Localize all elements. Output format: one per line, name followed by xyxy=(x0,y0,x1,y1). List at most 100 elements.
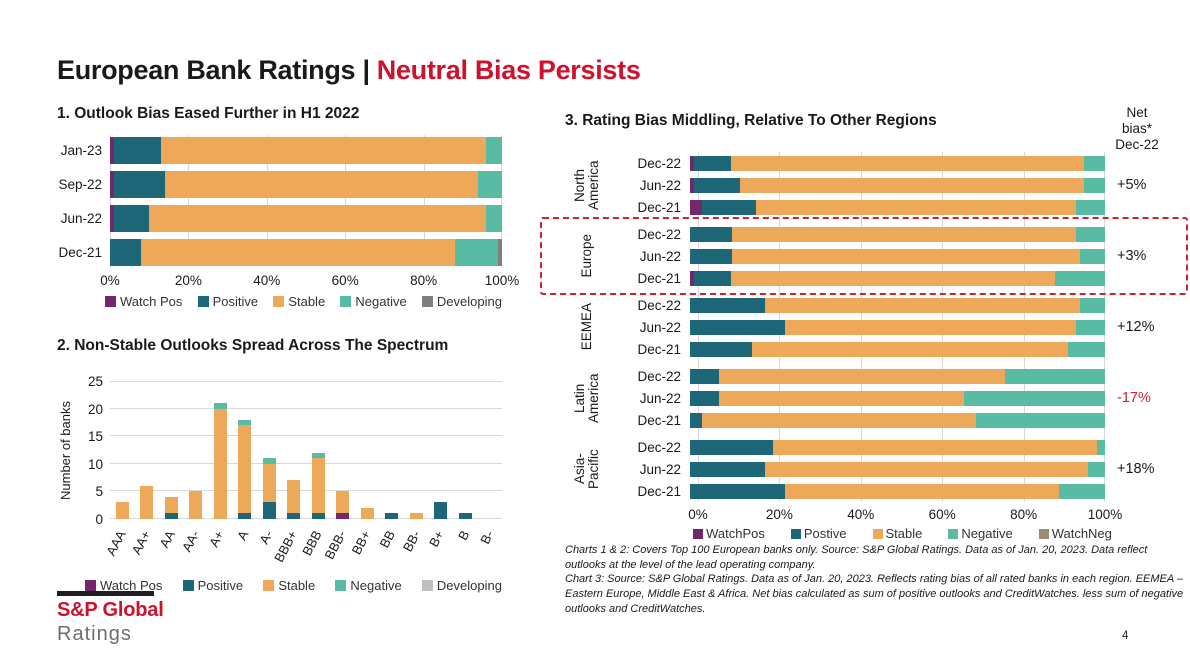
chart2-y-axis-label: Number of banks xyxy=(57,400,73,500)
bar-segment xyxy=(690,177,695,193)
bar-segment xyxy=(756,199,1076,215)
gridline xyxy=(110,407,502,409)
bar-segment xyxy=(262,502,276,519)
bar-column xyxy=(233,419,258,519)
bar-segment xyxy=(336,491,350,514)
legend-swatch xyxy=(790,528,801,539)
bar-column xyxy=(184,491,209,519)
bar-segment xyxy=(690,226,732,242)
bar-track xyxy=(690,297,1105,313)
bar-segment xyxy=(164,513,178,519)
category-label: AA xyxy=(156,527,178,551)
gridline xyxy=(110,135,111,264)
bar-column xyxy=(429,502,454,519)
category-cell: A+ xyxy=(206,522,233,576)
bar-segment xyxy=(1080,297,1105,313)
bar-row-label: Jan-23 xyxy=(60,143,102,158)
bar-segment xyxy=(690,412,703,428)
bar-segment xyxy=(141,239,455,266)
legend-item: WatchNeg xyxy=(1038,526,1112,541)
bar-segment xyxy=(1075,226,1105,242)
bar-column xyxy=(282,480,307,519)
chart3-x-axis: 0% 20% 40% 60% 80% 100% xyxy=(688,507,1122,525)
bar-segment xyxy=(690,341,753,357)
bar-column xyxy=(208,403,233,519)
bar-row-label: Dec-21 xyxy=(637,199,681,215)
bar-segment xyxy=(1084,155,1105,171)
bar-track xyxy=(690,461,1105,477)
legend-swatch xyxy=(340,296,352,307)
bar-segment xyxy=(385,513,399,519)
bar-row-label: Dec-22 xyxy=(637,368,681,384)
region-label-cell: Asia-Pacific xyxy=(565,436,610,502)
chart1-gridlines xyxy=(110,135,502,264)
bar-track xyxy=(690,483,1105,499)
bar-stack xyxy=(434,502,448,519)
bar-row: Dec-22 xyxy=(610,436,1105,458)
bar-segment xyxy=(694,155,732,171)
logo-division: Ratings xyxy=(57,623,132,645)
category-label: A xyxy=(234,527,252,543)
bar-track xyxy=(690,390,1105,406)
region-group: Europe Dec-22 Jun-22 Dec-21 +3% xyxy=(565,223,1190,289)
category-cell: B- xyxy=(477,522,503,576)
bar-row: Dec-22 xyxy=(610,365,1105,387)
bar-column xyxy=(257,458,282,519)
bar-segment xyxy=(238,513,252,519)
category-cell: B+ xyxy=(426,522,454,576)
bar-segment xyxy=(694,270,732,286)
bar-segment xyxy=(238,425,252,514)
bar-row-label: Jun-22 xyxy=(639,177,681,193)
bar-segment xyxy=(336,513,350,519)
bar-row: Dec-22 xyxy=(610,152,1105,174)
bar-segment xyxy=(731,248,1081,264)
bar-segment xyxy=(110,205,114,232)
category-label: B+ xyxy=(426,527,448,550)
chart2-plot: Number of banks 0 5 10 15 20 25 xyxy=(57,374,502,527)
bar-segment xyxy=(1088,461,1105,477)
legend-item: Positive xyxy=(182,578,243,593)
category-label: B- xyxy=(477,527,497,547)
bar-stack xyxy=(189,491,203,519)
axis-tick: 20% xyxy=(765,507,793,522)
legend-item: Negative xyxy=(948,526,1013,541)
legend-item: Stable xyxy=(872,526,922,541)
axis-tick: 0 xyxy=(95,512,103,527)
bar-row: Jun-22 xyxy=(610,458,1105,480)
bar-row: Dec-21 xyxy=(57,239,502,266)
region-rows: Dec-22 Jun-22 Dec-21 xyxy=(610,294,1105,360)
bar-segment xyxy=(189,491,203,519)
bar-row-label: Dec-22 xyxy=(637,439,681,455)
bar-segment xyxy=(454,239,499,266)
bar-segment xyxy=(963,390,1105,406)
net-bias-value: -17% xyxy=(1117,390,1151,406)
legend-label: Stable xyxy=(278,578,316,593)
bar-row-label: Dec-21 xyxy=(58,245,102,260)
bar-row: Jun-22 xyxy=(57,205,502,232)
bar-stack xyxy=(458,513,472,519)
legend-swatch xyxy=(263,580,275,591)
category-label: A- xyxy=(256,527,276,547)
axis-tick: 80% xyxy=(410,273,438,288)
bar-row: Jun-22 xyxy=(610,245,1105,267)
bar-segment xyxy=(731,155,1085,171)
bar-row-label: Jun-22 xyxy=(639,248,681,264)
bar-segment xyxy=(785,319,1076,335)
bar-row-label: Dec-21 xyxy=(637,483,681,499)
legend-item: Developing xyxy=(421,294,502,309)
legend-label: Postive xyxy=(803,526,847,541)
bar-stack xyxy=(213,403,227,519)
axis-tick: 20 xyxy=(87,401,103,417)
bar-row-label: Sep-22 xyxy=(58,177,102,192)
bar-segment xyxy=(690,319,786,335)
legend-swatch xyxy=(105,296,116,307)
bar-row: Jun-22 xyxy=(610,387,1105,409)
bar-segment xyxy=(458,513,472,519)
chart1-plot: Jan-23 Sep-22 Jun-22 Dec-21 xyxy=(57,135,502,266)
gridline xyxy=(110,462,502,464)
bar-segment xyxy=(690,155,695,171)
legend-label: Negative xyxy=(355,294,407,309)
bar-segment xyxy=(690,297,765,313)
bar-segment xyxy=(113,137,161,164)
bar-segment xyxy=(486,137,502,164)
